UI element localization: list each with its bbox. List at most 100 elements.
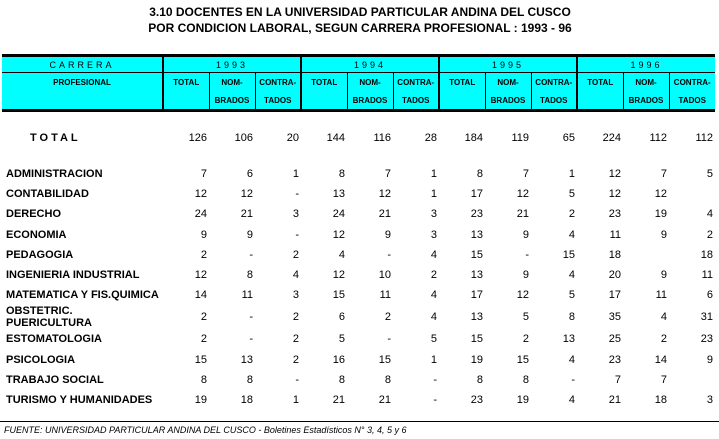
subcolumn-header — [576, 91, 623, 111]
cell-value: 20 — [286, 132, 299, 144]
cell-value: 20 — [608, 269, 621, 282]
cell-value: 23 — [470, 208, 483, 221]
cell-value: 19 — [470, 353, 483, 366]
cell-value: 8 — [476, 168, 483, 181]
year-header: 1993 — [162, 55, 301, 73]
cell-value: 13 — [240, 353, 253, 366]
cell-value: 2 — [660, 333, 667, 346]
cell-value — [669, 184, 715, 204]
cell-value: 13 — [470, 228, 483, 241]
cell-value: 4 — [430, 248, 437, 261]
cell-value: 8 — [246, 373, 253, 386]
subcolumn-header: BRADOS — [484, 91, 531, 111]
cell-value: 9 — [384, 228, 391, 241]
cell-value: 126 — [188, 132, 207, 144]
cell-value: 15 — [470, 333, 483, 346]
cell-value: 15 — [332, 289, 345, 302]
subcolumn-header: TADOS — [392, 91, 439, 111]
footer-divider — [0, 421, 719, 422]
table-subtitle: POR CONDICION LABORAL, SEGUN CARRERA PRO… — [148, 21, 572, 35]
cell-value: 18 — [654, 393, 667, 406]
column-header-profesional: PROFESIONAL — [2, 72, 163, 91]
table-row: ESTOMATOLOGIA 2-2 5-5 15 2 13 25 2 23 — [2, 329, 715, 349]
cell-value: 13 — [470, 269, 483, 282]
cell-value: 16 — [332, 353, 345, 366]
cell-value: 4 — [430, 289, 437, 302]
cell-value: 106 — [234, 132, 253, 144]
table-row: TRABAJO SOCIAL 8 8 - 8 8 - 8 8 - 7 7 — [2, 370, 715, 390]
cell-value: 8 — [338, 373, 345, 386]
cell-value: 3 — [706, 393, 713, 406]
table-row: OBSTETRIC. PUERICULTURA 2 - 2 6 2 4 13 5 8 35 4 31 — [2, 305, 715, 329]
cell-value: 1 — [568, 168, 575, 181]
year-header: 1995 — [438, 55, 577, 73]
cell-value: 15 — [516, 353, 529, 366]
cell-value: 12 — [194, 188, 207, 201]
subcolumn-header: NOM- — [208, 72, 255, 91]
cell-value: 23 — [700, 333, 713, 346]
cell-value: 14 — [194, 289, 207, 302]
cell-value: 4 — [706, 208, 713, 221]
row-label: ESTOMATOLOGIA — [6, 333, 102, 346]
subcolumn-header — [438, 91, 485, 111]
cell-value: 18 — [608, 248, 621, 261]
cell-value: 7 — [522, 168, 529, 181]
cell-value: 4 — [660, 311, 667, 324]
cell-value: 17 — [470, 289, 483, 302]
cell-value: 8 — [476, 373, 483, 386]
cell-value: 4 — [568, 393, 575, 406]
cell-value: 21 — [378, 208, 391, 221]
cell-value: 21 — [608, 393, 621, 406]
table-row: TURISMO Y HUMANIDADES 19 18 1 21 21 - 23 19 4 21 18… — [2, 390, 715, 410]
row-label: ADMINISTRACION — [6, 168, 103, 181]
cell-value: 9 — [200, 228, 207, 241]
cell-value: - — [387, 248, 391, 261]
subcolumn-header: CONTRA- — [530, 72, 577, 91]
cell-value: 112 — [695, 132, 713, 144]
cell-value: 2 — [200, 333, 207, 346]
cell-value: 2 — [568, 208, 575, 221]
table-row: ECONOMIA 9 9 - 12 9 3 13 9 4 11 9 2 — [2, 225, 715, 245]
cell-value: 15 — [378, 353, 391, 366]
subcolumn-header — [300, 91, 347, 111]
cell-value: 4 — [292, 269, 299, 282]
cell-value: 12 — [194, 269, 207, 282]
cell-value: 7 — [614, 373, 621, 386]
subcolumn-header: BRADOS — [208, 91, 255, 111]
subcolumn-header: TOTAL — [438, 72, 485, 91]
cell-value: 31 — [700, 311, 713, 324]
subcolumn-header: TOTAL — [300, 72, 347, 91]
table-row: DERECHO 24 21 3 24 21 3 23 21 2 23 19 4 — [2, 204, 715, 224]
subcolumn-header: CONTRA- — [392, 72, 439, 91]
subcolumn-header: TADOS — [254, 91, 301, 111]
cell-value: 5 — [706, 168, 713, 181]
cell-value: 1 — [430, 353, 437, 366]
cell-value: 1 — [292, 168, 299, 181]
cell-value: 18 — [240, 393, 253, 406]
cell-value: 5 — [568, 188, 575, 201]
cell-value: 4 — [430, 311, 437, 324]
table-row: PEDAGOGIA 2 - 2 4 - 4 15 - 15 18 18 — [2, 245, 715, 265]
cell-value: 184 — [464, 132, 483, 144]
cell-value: 12 — [240, 188, 253, 201]
cell-value: 8 — [338, 168, 345, 181]
cell-value: 1 — [430, 168, 437, 181]
cell-value: 12 — [608, 168, 621, 181]
cell-value: 116 — [373, 132, 391, 144]
cell-value: - — [571, 373, 575, 386]
cell-value: 2 — [384, 311, 391, 324]
cell-value: 2 — [200, 311, 207, 324]
cell-value: - — [433, 373, 437, 386]
source-note: FUENTE: UNIVERSIDAD PARTICULAR ANDINA DE… — [4, 425, 407, 435]
cell-value: 11 — [241, 289, 253, 302]
cell-value: 15 — [470, 248, 483, 261]
cell-value: 9 — [706, 353, 713, 366]
cell-value: 9 — [522, 269, 529, 282]
cell-value: 8 — [246, 269, 253, 282]
cell-value: 19 — [194, 393, 207, 406]
cell-value: - — [525, 248, 529, 261]
cell-value: 21 — [378, 393, 391, 406]
row-label: TURISMO Y HUMANIDADES — [6, 393, 153, 406]
cell-value: 8 — [522, 373, 529, 386]
row-label: DERECHO — [6, 208, 62, 221]
